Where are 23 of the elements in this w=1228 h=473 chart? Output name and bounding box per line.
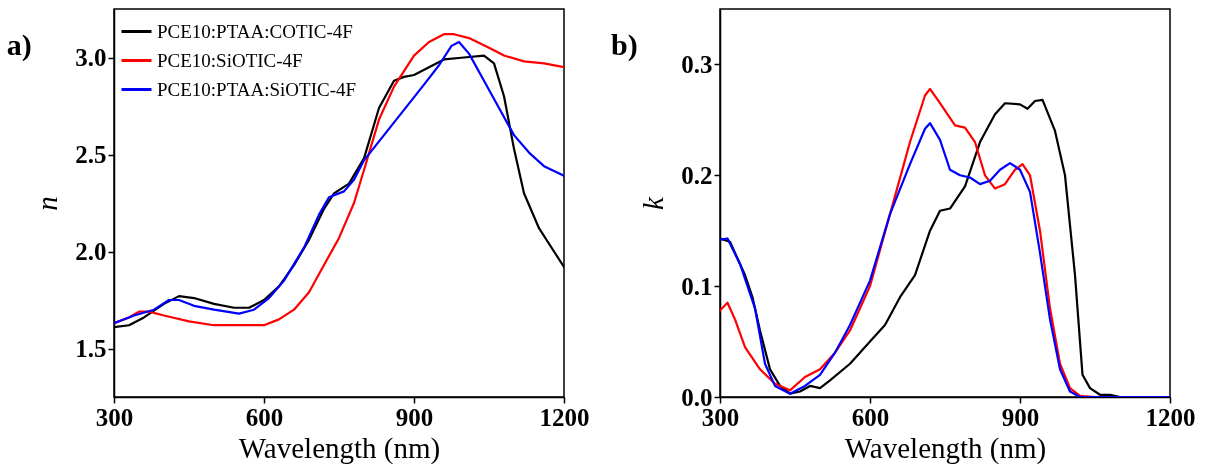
x-axis-title: Wavelength (nm) [844,431,1047,465]
y-tick-label: 0.2 [681,161,713,189]
legend-label: PCE10:PTAA:COTIC-4F [157,20,353,42]
x-tick-label: 600 [245,403,284,431]
x-tick-label: 900 [1001,403,1040,431]
x-tick-label: 1200 [1145,403,1196,431]
y-tick-label: 1.5 [75,335,107,362]
legend-label: PCE10:SiOTIC-4F [157,49,303,71]
x-tick-label: 1200 [539,403,590,431]
y-tick-label: 2.5 [75,141,107,168]
text: a) [6,28,32,62]
text: b) [611,28,638,62]
x-axis-title: Wavelength (nm) [238,431,441,465]
y-axis-title: k [637,195,670,210]
y-tick-label: 0.3 [681,50,713,78]
y-tick-label: 3.0 [75,44,107,71]
legend-label: PCE10:PTAA:SiOTIC-4F [157,78,357,100]
x-tick-label: 300 [95,403,134,431]
y-tick-label: 0.1 [681,272,713,300]
y-tick-label: 2.0 [75,238,107,265]
x-tick-label: 600 [851,403,890,431]
y-axis-title: n [31,196,64,211]
x-tick-label: 900 [395,403,434,431]
